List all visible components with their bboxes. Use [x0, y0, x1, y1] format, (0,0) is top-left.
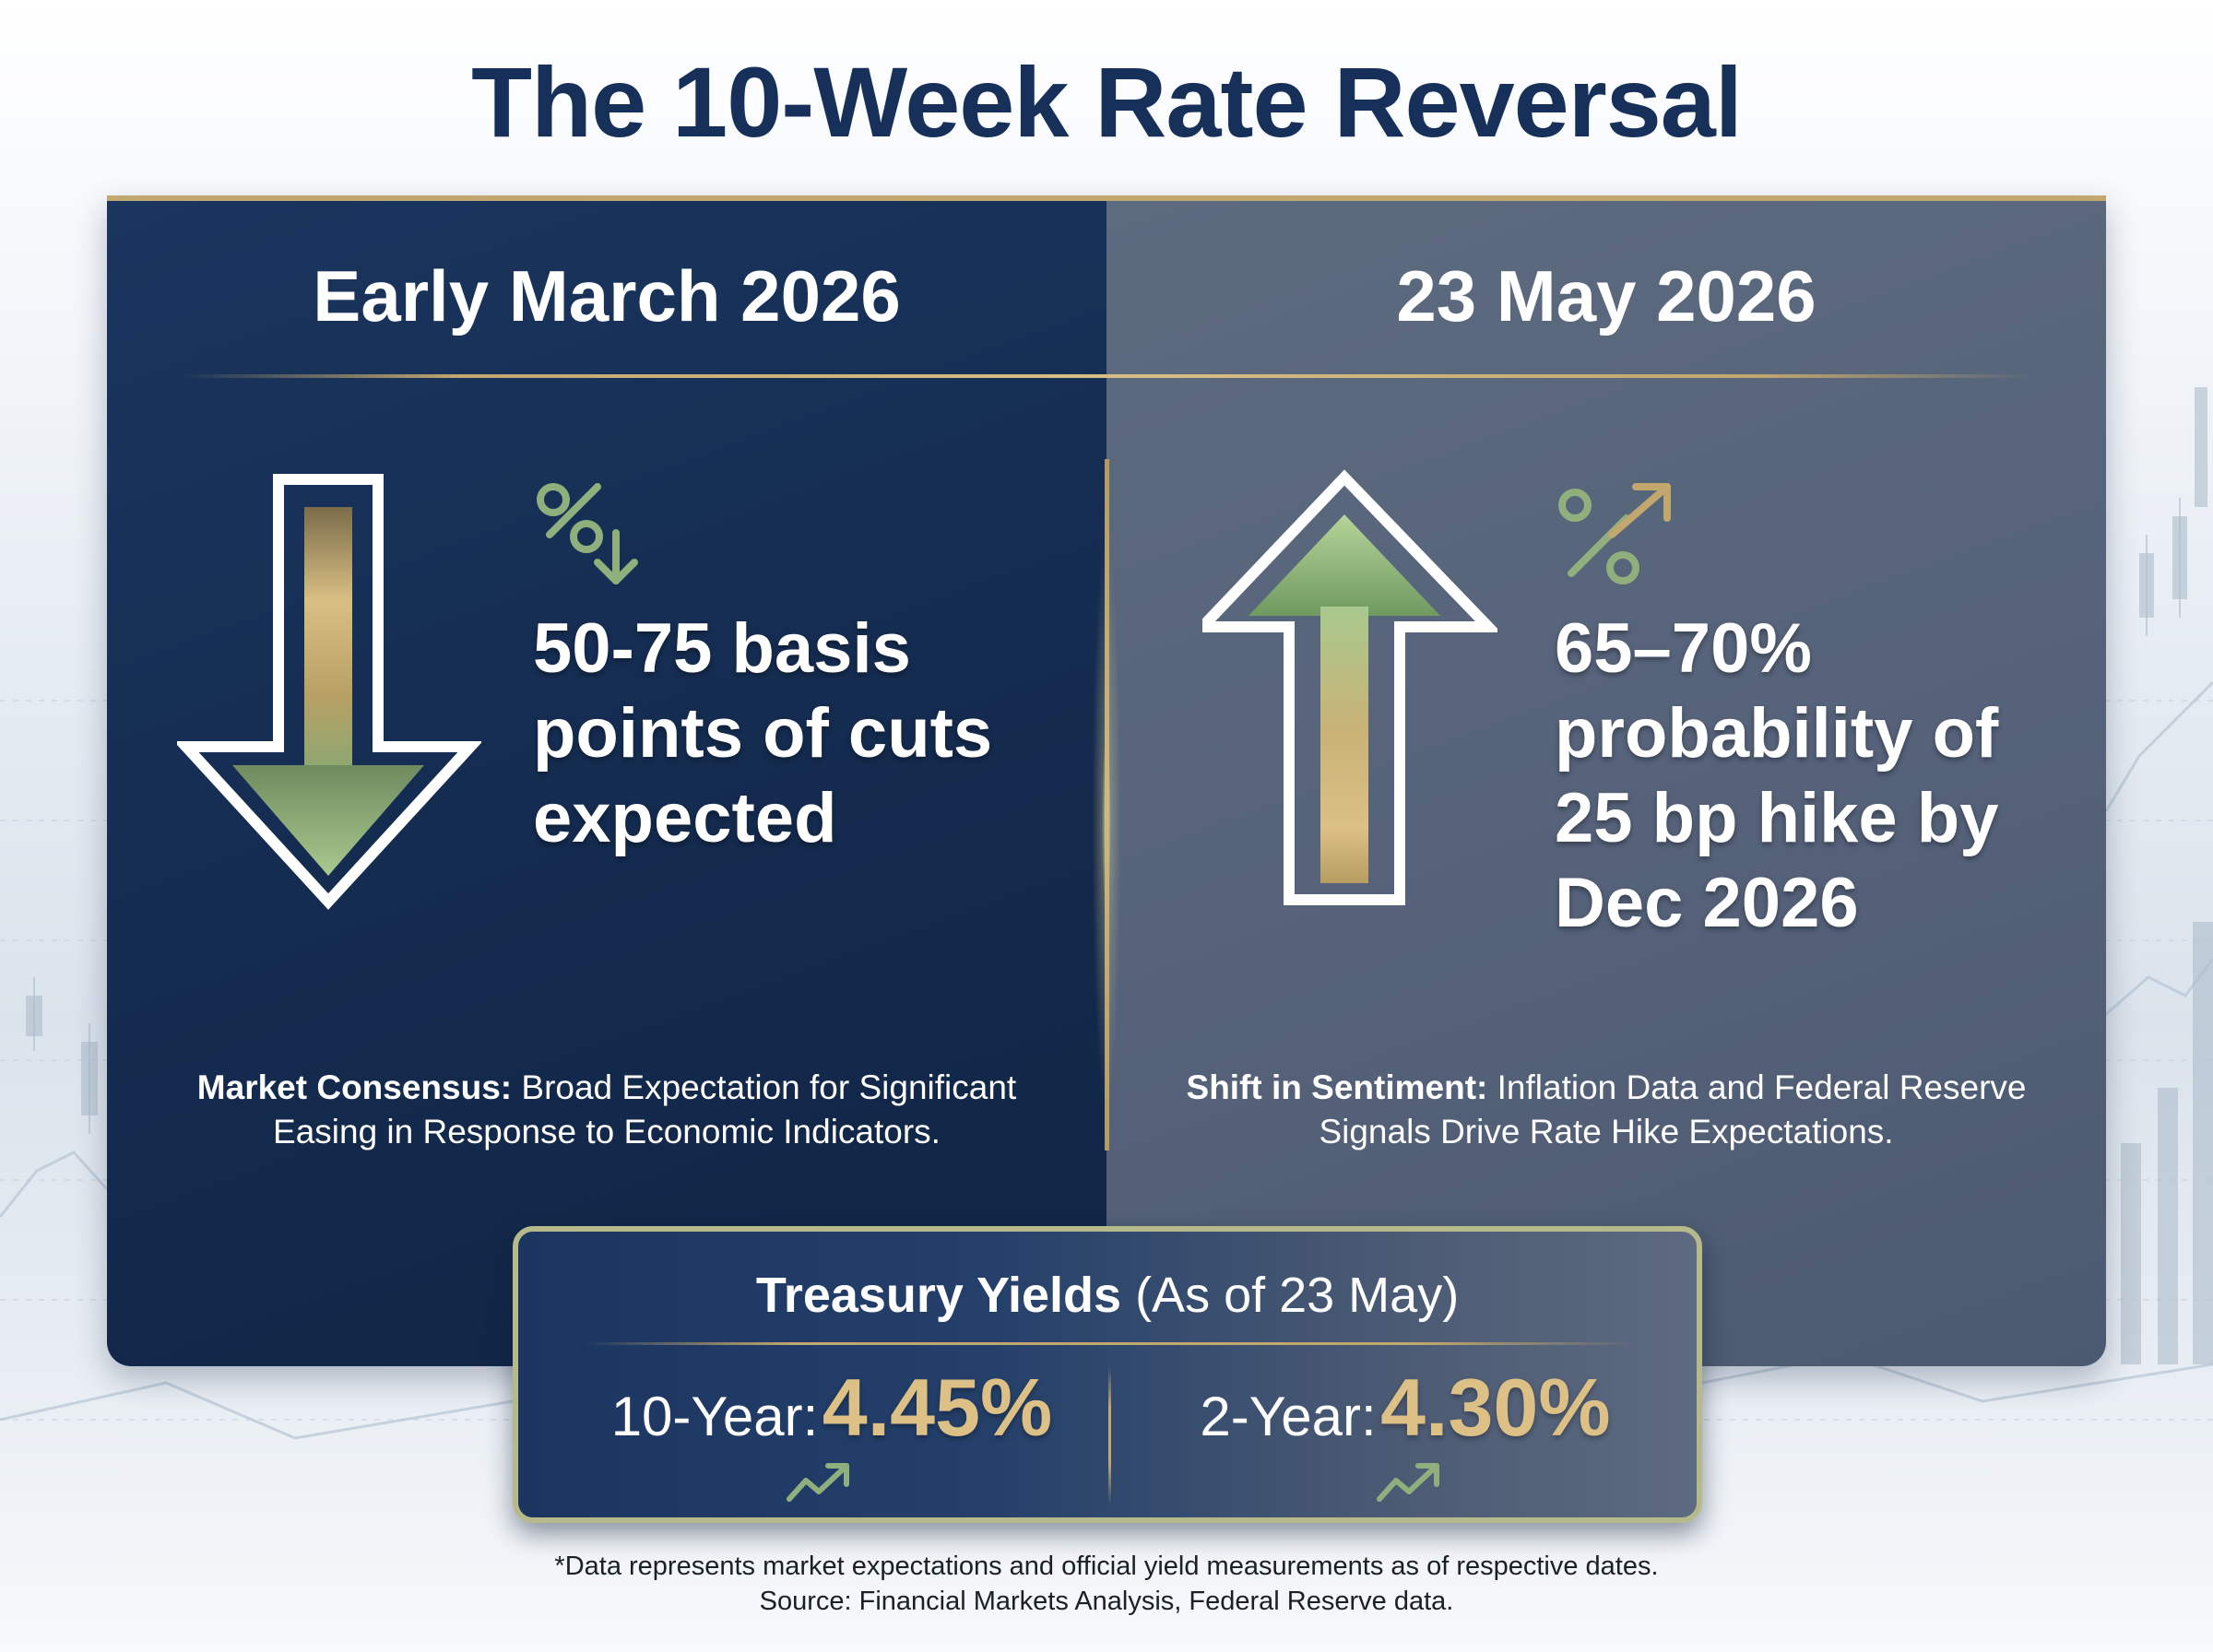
ten-year-value: 4.45%	[822, 1362, 1053, 1453]
treasury-yields-box: Treasury Yields (As of 23 May) 10-Year: …	[513, 1226, 1702, 1523]
percent-up-icon	[1558, 483, 1671, 584]
comparison-panel: Early March 2026 23 May 2026	[107, 195, 2106, 1366]
trend-up-icon	[787, 1463, 849, 1502]
may-heading: 23 May 2026	[1396, 255, 1817, 336]
up-arrow-icon	[1202, 469, 1497, 905]
page-title: The 10-Week Rate Reversal	[471, 46, 1743, 158]
yields-title-date: (As of 23 May)	[1135, 1268, 1460, 1323]
footnote-source: Source: Financial Markets Analysis, Fede…	[759, 1587, 1454, 1616]
caption-text: Broad Expectation for Significant Easing…	[273, 1068, 1017, 1150]
caption-label: Market Consensus:	[196, 1068, 513, 1106]
footnote: *Data represents market expectations and…	[0, 1549, 2213, 1619]
market-consensus-caption: Market Consensus: Broad Expectation for …	[107, 1066, 1106, 1154]
percent-down-icon	[537, 483, 638, 584]
cuts-expected-metric: 50-75 basis points of cuts expected	[533, 609, 993, 857]
treasury-yields-title: Treasury Yields (As of 23 May)	[518, 1267, 1697, 1324]
two-year-yield: 2-Year: 4.30%	[1147, 1361, 1663, 1455]
early-march-heading: Early March 2026	[313, 255, 901, 336]
footnote-data-note: *Data represents market expectations and…	[554, 1552, 1659, 1581]
two-year-value: 4.30%	[1380, 1362, 1611, 1453]
ten-year-yield: 10-Year: 4.45%	[574, 1361, 1090, 1455]
ten-year-label: 10-Year:	[610, 1386, 819, 1447]
two-year-label: 2-Year:	[1200, 1386, 1377, 1447]
may-panel	[1106, 201, 2106, 1366]
heading-divider	[181, 374, 2034, 378]
yields-center-divider	[1108, 1366, 1111, 1504]
hike-probability-metric: 65–70% probability of 25 bp hike by Dec …	[1555, 609, 1999, 942]
yields-divider	[583, 1342, 1634, 1345]
caption-text: Inflation Data and Federal Reserve Signa…	[1319, 1068, 2027, 1150]
trend-up-icon	[1377, 1463, 1439, 1502]
yields-title-bold: Treasury Yields	[755, 1268, 1122, 1323]
caption-label: Shift in Sentiment:	[1186, 1068, 1488, 1106]
shift-in-sentiment-caption: Shift in Sentiment: Inflation Data and F…	[1106, 1066, 2106, 1154]
down-arrow-icon	[177, 474, 481, 910]
center-divider	[1105, 459, 1109, 1150]
